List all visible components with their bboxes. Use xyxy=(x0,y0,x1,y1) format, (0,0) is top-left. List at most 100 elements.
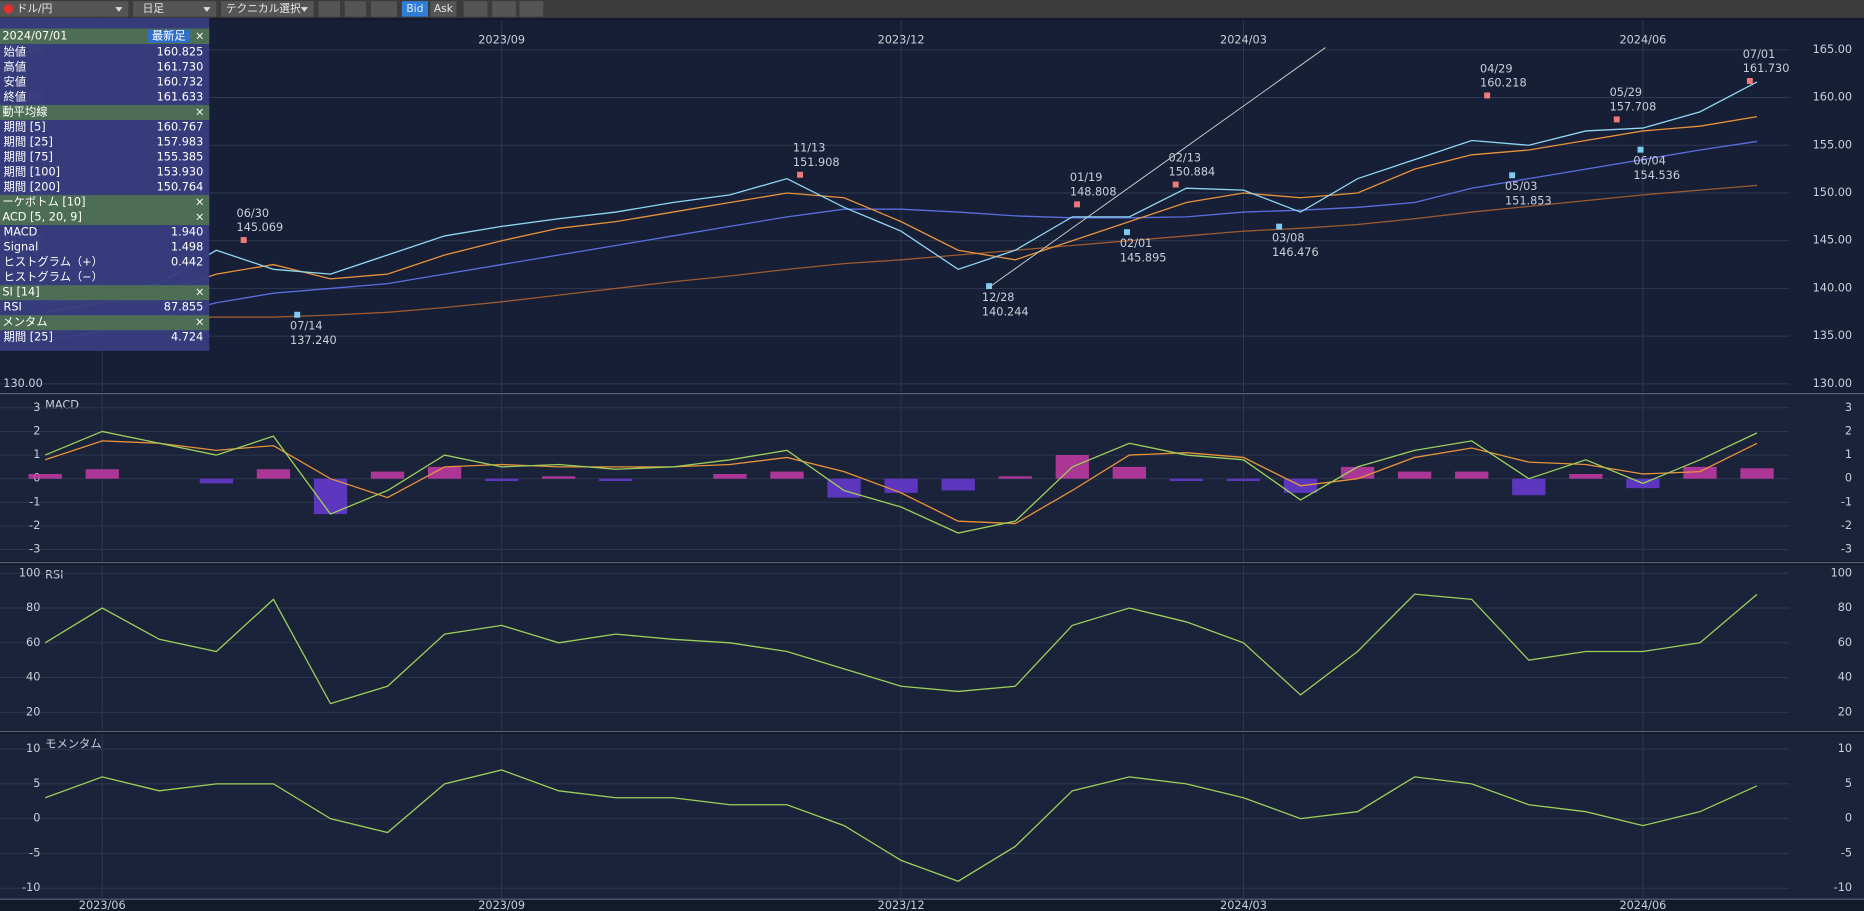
histogram-bar xyxy=(1169,478,1204,482)
info-label: ヒストグラム（+） xyxy=(4,255,103,269)
y-tick-label: 20 xyxy=(26,705,40,718)
close-icon[interactable]: × xyxy=(195,196,204,209)
bid-button[interactable] xyxy=(401,1,428,17)
annotation-value: 146.476 xyxy=(1272,246,1319,259)
ask-label: Ask xyxy=(434,2,454,15)
close-icon[interactable]: × xyxy=(195,316,204,329)
annotation-value: 160.218 xyxy=(1480,77,1527,90)
y-tick-label: 1 xyxy=(1845,448,1852,461)
info-value: 153.930 xyxy=(157,165,204,178)
close-icon[interactable]: × xyxy=(195,211,204,224)
info-value: 160.732 xyxy=(157,75,204,88)
close-icon[interactable]: × xyxy=(195,286,204,299)
close-icon[interactable]: × xyxy=(195,29,204,42)
y-tick-label: 20 xyxy=(1838,705,1852,718)
pair-icon xyxy=(3,4,14,14)
zoom-out-button[interactable] xyxy=(492,1,516,17)
y-tick-label: 5 xyxy=(33,777,40,790)
histogram-bar xyxy=(1569,473,1603,479)
x-tick-label: 2024/06 xyxy=(1619,33,1666,46)
y-tick-label: 140.00 xyxy=(1813,281,1852,294)
extreme-marker xyxy=(1613,116,1620,123)
y-tick-label: 5 xyxy=(1845,777,1852,790)
dropdown-arrow xyxy=(115,7,123,12)
annotation-date: 12/28 xyxy=(982,291,1015,304)
info-section-header xyxy=(0,104,210,120)
info-label: RSI xyxy=(4,301,22,314)
histogram-bar xyxy=(85,469,119,479)
y-tick-label: -3 xyxy=(1841,543,1852,556)
panel-bg xyxy=(0,564,1864,731)
info-section-title: ACD [5, 20, 9] xyxy=(2,211,82,224)
panel-title: モメンタム xyxy=(45,737,101,750)
info-section-header xyxy=(0,195,210,211)
extreme-marker xyxy=(986,283,993,290)
y-tick-label: -2 xyxy=(29,519,40,532)
y-tick-label: 135.00 xyxy=(1813,329,1852,342)
y-tick-label: 40 xyxy=(1838,671,1852,684)
zoom-in-button[interactable] xyxy=(519,1,544,17)
y-tick-label: -2 xyxy=(1841,519,1852,532)
pair-label: ドル/円 xyxy=(17,2,53,15)
series-line xyxy=(45,115,1758,313)
annotation-date: 02/13 xyxy=(1169,151,1202,164)
series-line xyxy=(44,430,1758,534)
x-tick-label: 2024/03 xyxy=(1220,33,1267,46)
latest-button-label: 最新足 xyxy=(152,28,186,42)
series-line xyxy=(45,184,1758,328)
y-tick-label: 165.00 xyxy=(1813,43,1852,56)
y-tick-label: 80 xyxy=(1838,601,1852,614)
panel-bg xyxy=(0,733,1864,898)
y-tick-label: -10 xyxy=(22,881,40,894)
y-tick-label: 145.00 xyxy=(1813,234,1852,247)
annotation-date: 07/14 xyxy=(290,320,323,333)
ask-button[interactable] xyxy=(430,1,457,17)
info-button[interactable] xyxy=(344,1,367,17)
histogram-bar xyxy=(256,469,291,479)
y-tick-label: -10 xyxy=(1834,881,1852,894)
series-line xyxy=(44,593,1758,705)
annotation-date: 04/29 xyxy=(1480,62,1513,75)
info-section-header xyxy=(0,315,210,331)
y-tick-label: 1 xyxy=(33,448,40,461)
x-tick-label: 2023/09 xyxy=(478,33,525,46)
annotation-date: 01/19 xyxy=(1070,171,1103,184)
timeframe-select[interactable] xyxy=(133,1,217,17)
info-label: 期間 [25] xyxy=(4,135,53,148)
x-tick-label: 2024/03 xyxy=(1220,899,1267,911)
y-tick-label: 10 xyxy=(26,742,40,755)
y-tick-label: 160.00 xyxy=(1813,91,1852,104)
pair-select[interactable] xyxy=(0,1,129,17)
histogram-bar xyxy=(1740,468,1774,479)
technical-select[interactable] xyxy=(221,1,314,17)
indicator-button[interactable] xyxy=(463,1,488,17)
y-tick-label: 0 xyxy=(1845,812,1852,825)
info-label: 高値 xyxy=(4,59,27,73)
extreme-marker xyxy=(1123,229,1130,236)
extreme-marker xyxy=(1484,92,1491,99)
annotation-value: 151.853 xyxy=(1505,194,1552,207)
x-tick-label: 2023/12 xyxy=(878,899,925,911)
x-tick-label: 2023/06 xyxy=(79,899,126,911)
info-value: 87.855 xyxy=(164,301,203,314)
histogram-bar xyxy=(542,476,576,479)
info-value: 150.764 xyxy=(157,181,204,194)
extreme-marker xyxy=(240,237,247,244)
info-value: 157.983 xyxy=(157,135,204,148)
y-tick-label: 2 xyxy=(33,424,40,437)
histogram-bar xyxy=(941,478,975,491)
latest-button[interactable] xyxy=(147,29,191,43)
chart-style-button[interactable] xyxy=(370,1,398,17)
x-tick-label: 2024/06 xyxy=(1619,899,1666,911)
draw-button[interactable] xyxy=(318,1,340,17)
info-label: 期間 [25] xyxy=(4,331,53,344)
info-label: 終値 xyxy=(4,89,27,103)
x-tick-label: 2023/09 xyxy=(478,899,525,911)
extreme-marker xyxy=(1746,78,1753,84)
annotation-value: 148.808 xyxy=(1070,185,1117,198)
extreme-marker xyxy=(1509,172,1516,179)
y-tick-label: 40 xyxy=(26,671,40,684)
info-value: 160.825 xyxy=(157,45,204,58)
close-icon[interactable]: × xyxy=(195,105,204,118)
info-label: 始値 xyxy=(4,44,27,58)
